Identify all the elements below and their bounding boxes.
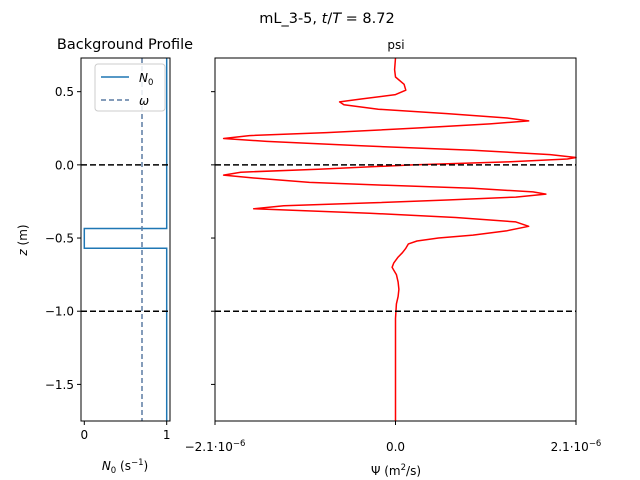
psi-panel: psi −2.1·10−6 0.0 2.1·10−6 Ψ (m2/s)	[185, 38, 602, 478]
right-panel-title: psi	[387, 38, 404, 52]
legend-label-n0: N0	[139, 71, 153, 88]
left-ytick-label: −1.0	[45, 305, 74, 319]
right-y-ticks	[211, 91, 215, 385]
left-ytick-label: 0.0	[55, 158, 74, 172]
left-ylabel: z (m)	[16, 224, 30, 256]
left-xtick-label: 0	[80, 428, 88, 442]
left-plot-area	[81, 58, 170, 421]
right-xtick-label: −2.1·10−6	[185, 439, 246, 454]
psi-line	[222, 57, 577, 421]
figure-suptitle: mL_3-5, t/T = 8.72	[259, 11, 394, 27]
series-line-n0	[83, 58, 168, 421]
right-x-ticks: −2.1·10−6 0.0 2.1·10−6	[185, 421, 602, 454]
right-xtick-label: 2.1·10−6	[551, 439, 602, 454]
right-axes-frame	[214, 57, 577, 422]
left-ytick-label: 0.5	[55, 85, 74, 99]
left-y-ticks: 0.5 0.0 −0.5 −1.0 −1.5	[45, 85, 81, 392]
legend-label-omega: ω	[139, 94, 149, 108]
left-ytick-label: −1.5	[45, 378, 74, 392]
legend: N0 ω	[94, 63, 166, 112]
right-xtick-label: 0.0	[386, 440, 405, 454]
left-xtick-label: 1	[163, 428, 171, 442]
legend-box	[94, 63, 166, 112]
left-ytick-label: −0.5	[45, 232, 74, 246]
right-xlabel: Ψ (m2/s)	[371, 463, 421, 478]
left-panel-title: Background Profile	[57, 37, 193, 53]
left-axes-frame	[80, 57, 171, 422]
right-plot-area	[215, 57, 577, 421]
left-xlabel: N0 (s−1)	[102, 458, 148, 476]
